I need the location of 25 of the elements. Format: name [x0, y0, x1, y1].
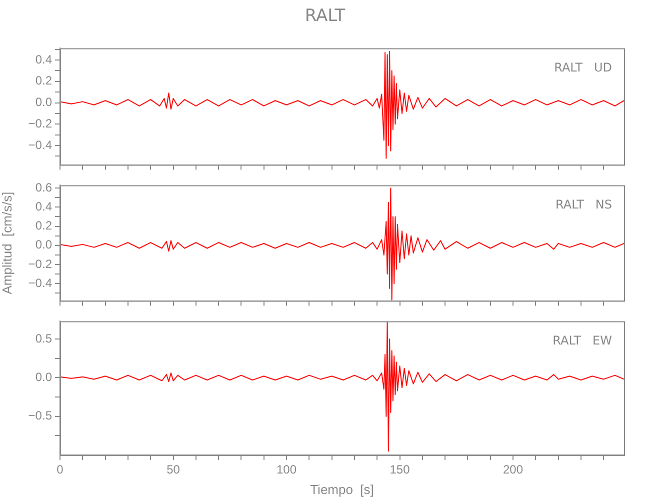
x-tick-label: 200 — [502, 462, 524, 477]
y-tick-label: 0.0 — [35, 370, 52, 384]
y-tick-label: −0.4 — [28, 138, 52, 152]
y-tick-label: 0.4 — [35, 199, 52, 214]
y-tick-label: −0.4 — [28, 276, 52, 290]
x-tick-label: 50 — [166, 462, 180, 477]
y-tick-label: 0.5 — [35, 331, 52, 346]
y-axis-title: Amplitud [cm/s/s] — [0, 192, 14, 294]
y-tick-label: −0.2 — [28, 116, 52, 130]
y-tick-label: 0.4 — [35, 52, 52, 66]
y-tick-label: 0.6 — [35, 180, 52, 194]
x-tick-label: 100 — [276, 462, 297, 477]
y-tick-label: 0.0 — [35, 238, 52, 252]
chart-title: RALT — [304, 6, 346, 26]
x-tick-label: 150 — [390, 462, 410, 477]
y-tick-label: −0.2 — [28, 256, 52, 271]
y-tick-label: 0.0 — [35, 95, 52, 110]
annotation: RALT EW — [552, 333, 612, 348]
x-axis-title: Tiempo [s] — [310, 482, 374, 497]
y-tick-label: −0.5 — [28, 408, 52, 423]
y-tick-label: 0.2 — [35, 74, 52, 88]
x-tick-label: 0 — [56, 462, 64, 477]
y-tick-label: 0.2 — [35, 218, 52, 233]
annotation: RALT NS — [556, 197, 612, 212]
annotation: RALT UD — [554, 60, 612, 74]
